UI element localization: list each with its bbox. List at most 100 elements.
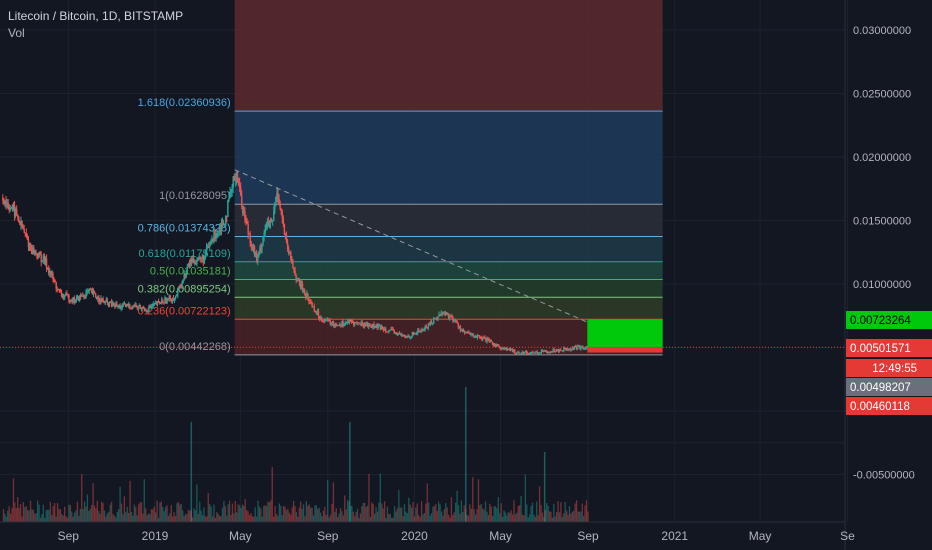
candle-body <box>209 243 211 247</box>
candle-body <box>154 302 157 304</box>
candle-body <box>58 289 61 292</box>
candle-body <box>286 242 289 249</box>
candle-body <box>462 329 465 332</box>
candle-body <box>542 350 545 352</box>
x-tick-label: Sep <box>317 529 339 543</box>
volume-bar <box>318 507 320 522</box>
candle-body <box>34 250 36 255</box>
candle-body <box>471 333 473 335</box>
candle-body <box>483 337 485 339</box>
candle-body <box>310 301 312 303</box>
volume-bar <box>430 513 433 522</box>
volume-indicator-label[interactable]: Vol <box>8 26 25 40</box>
candle-body <box>80 295 82 297</box>
y-tick-label: 0.01500000 <box>853 216 911 228</box>
volume-bar <box>115 517 117 522</box>
candle-body <box>103 301 105 304</box>
candle-body <box>375 324 377 328</box>
price-axis-badge <box>846 378 932 396</box>
volume-bar <box>247 511 249 522</box>
symbol-title[interactable]: Litecoin / Bitcoin, 1D, BITSTAMP <box>8 9 184 23</box>
volume-bar <box>308 504 310 522</box>
candle-body <box>271 220 274 222</box>
volume-bar <box>314 505 316 522</box>
volume-bar <box>483 509 485 522</box>
candle-body <box>350 320 353 322</box>
volume-bar <box>413 516 416 522</box>
candle-body <box>354 322 356 326</box>
volume-bar <box>167 515 170 522</box>
volume-bar <box>85 506 87 522</box>
candle-body <box>195 263 197 265</box>
candle-body <box>171 298 174 302</box>
volume-bar <box>325 514 327 522</box>
candle-body <box>86 291 88 293</box>
candle-body <box>49 271 51 274</box>
volume-bar <box>42 504 44 522</box>
candle-body <box>202 255 205 263</box>
candle-body <box>568 348 570 351</box>
candle-body <box>277 193 279 199</box>
volume-bar <box>442 515 444 522</box>
fib-zone <box>234 236 663 262</box>
volume-bar <box>574 503 576 522</box>
candle-body <box>562 350 564 352</box>
candle-body <box>447 314 450 319</box>
candle-body <box>415 333 418 335</box>
candle-body <box>141 307 144 309</box>
candle-body <box>220 223 223 231</box>
fib-zone <box>234 204 663 237</box>
candle-body <box>71 300 73 303</box>
x-tick-label: 2020 <box>401 529 428 543</box>
candle-body <box>459 326 462 331</box>
candle-body <box>68 295 70 302</box>
candle-body <box>431 323 434 325</box>
candle-body <box>281 211 283 219</box>
candle-body <box>94 293 97 297</box>
candle-body <box>465 331 467 333</box>
volume-bar <box>373 513 376 522</box>
candle-body <box>166 298 168 304</box>
volume-bar <box>149 514 151 522</box>
candle-body <box>172 298 175 301</box>
volume-bar <box>236 512 238 522</box>
candle-body <box>556 349 559 351</box>
candle-body <box>309 301 311 303</box>
volume-bar <box>59 509 62 522</box>
volume-bar <box>389 514 391 522</box>
volume-bar <box>159 502 161 522</box>
volume-bar <box>392 517 394 522</box>
fib-level-label: 0(0.00442268) <box>159 341 231 353</box>
volume-bar <box>536 501 538 522</box>
volume-bar <box>110 501 113 522</box>
candle-body <box>44 258 47 263</box>
candle-body <box>571 347 574 349</box>
volume-bar <box>258 506 261 522</box>
candle-body <box>485 337 487 342</box>
volume-bar <box>288 512 290 522</box>
volume-bar <box>153 506 155 522</box>
volume-bar <box>69 505 71 522</box>
volume-bar <box>297 516 299 522</box>
volume-bar <box>298 507 300 522</box>
volume-bar <box>129 480 131 522</box>
candle-body <box>551 351 553 353</box>
volume-bar <box>331 503 333 522</box>
volume-bar <box>45 510 47 522</box>
candle-body <box>376 324 378 328</box>
volume-bar <box>2 509 5 522</box>
volume-bar <box>534 516 536 522</box>
candle-body <box>328 319 330 321</box>
candle-body <box>64 295 66 298</box>
candle-body <box>445 312 448 316</box>
candle-body <box>515 353 517 355</box>
candle-body <box>363 323 366 327</box>
candle-body <box>216 232 218 237</box>
candle-body <box>37 256 39 258</box>
candle-body <box>249 234 251 245</box>
candle-body <box>520 353 522 355</box>
volume-bar <box>503 510 505 522</box>
volume-bar <box>44 517 46 522</box>
candle-body <box>61 294 64 297</box>
